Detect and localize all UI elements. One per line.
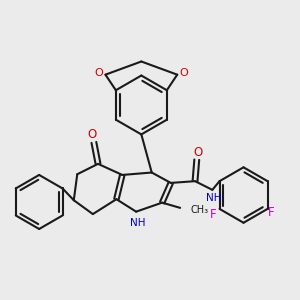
Text: NH: NH bbox=[130, 218, 146, 228]
Text: O: O bbox=[194, 146, 203, 159]
Text: O: O bbox=[95, 68, 103, 78]
Text: O: O bbox=[179, 68, 188, 78]
Text: NH: NH bbox=[206, 194, 222, 203]
Text: O: O bbox=[88, 128, 97, 141]
Text: F: F bbox=[210, 208, 217, 220]
Text: CH₃: CH₃ bbox=[190, 205, 209, 214]
Text: F: F bbox=[268, 206, 275, 219]
